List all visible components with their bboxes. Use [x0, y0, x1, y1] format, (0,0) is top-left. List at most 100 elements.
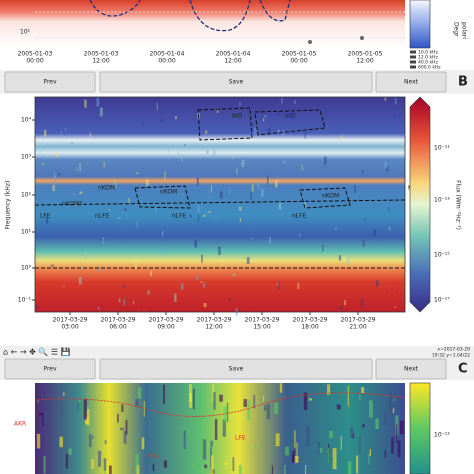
texture: [394, 306, 397, 308]
texture: [63, 284, 65, 287]
y-tick-label: 10¹: [20, 29, 31, 36]
button[interactable]: [4, 358, 96, 380]
annotation: nLFE: [95, 213, 110, 220]
y-tick-label: 10²: [21, 192, 32, 199]
texture: [264, 115, 267, 118]
button[interactable]: [4, 71, 96, 93]
texture: [395, 428, 398, 435]
texture: [163, 460, 168, 468]
texture: [184, 144, 186, 146]
button-label[interactable]: Save: [229, 366, 244, 373]
contour: [34, 392, 406, 417]
texture: [97, 450, 102, 467]
texture: [214, 419, 218, 440]
texture: [294, 100, 296, 104]
texture: [283, 160, 286, 164]
contour: [89, 0, 291, 32]
texture: [132, 147, 135, 150]
texture: [81, 252, 85, 254]
texture: [219, 191, 223, 199]
texture: [294, 430, 296, 448]
texture: [45, 217, 49, 224]
texture: [92, 435, 94, 439]
texture: [238, 206, 242, 211]
texture: [285, 446, 289, 456]
toolbar-icons[interactable]: ⌂ ← → ✥ 🔍 ☰ 💾: [3, 347, 71, 357]
texture: [78, 277, 82, 285]
button-label[interactable]: Next: [404, 79, 419, 86]
button-label[interactable]: Save: [229, 79, 244, 86]
texture: [253, 394, 256, 409]
button[interactable]: [99, 71, 373, 93]
texture: [202, 439, 207, 460]
panel-label: C: [458, 362, 468, 377]
texture: [212, 383, 214, 403]
texture: [97, 306, 100, 310]
texture: [141, 437, 145, 450]
texture: [229, 297, 231, 302]
texture: [201, 254, 203, 263]
spectrogram-a: [0, 0, 405, 48]
annotation: LFE: [235, 435, 246, 442]
texture: [298, 233, 301, 238]
texture: [61, 402, 63, 415]
texture: [123, 299, 125, 306]
texture: [196, 275, 199, 281]
texture: [275, 433, 280, 447]
texture: [397, 440, 401, 458]
button[interactable]: [375, 358, 447, 380]
texture: [204, 464, 208, 469]
button-label[interactable]: Next: [404, 366, 419, 373]
texture: [203, 302, 207, 308]
texture: [339, 306, 343, 310]
texture: [142, 123, 145, 126]
texture: [50, 264, 54, 267]
texture: [215, 216, 217, 220]
texture: [133, 300, 135, 305]
texture: [390, 267, 394, 270]
texture: [155, 205, 157, 212]
x-tick-label: 2017-03-29: [245, 317, 280, 324]
texture: [304, 131, 306, 139]
colorbar-tick-label: 10⁻¹³: [434, 197, 450, 204]
texture: [156, 102, 158, 110]
y-tick-label: 10³: [21, 154, 32, 161]
texture: [136, 172, 139, 175]
texture: [81, 265, 84, 270]
texture: [152, 463, 155, 472]
x-tick-label: 21:00: [349, 324, 366, 331]
texture: [239, 217, 242, 222]
texture: [134, 260, 138, 270]
button[interactable]: [99, 358, 373, 380]
texture: [39, 412, 43, 416]
x-tick-label: 2005-01-03: [18, 51, 53, 58]
texture: [53, 171, 56, 181]
texture: [269, 236, 271, 244]
texture: [63, 392, 65, 396]
texture: [392, 114, 396, 117]
button[interactable]: [375, 71, 447, 93]
button-label[interactable]: Prev: [43, 79, 57, 86]
x-tick-label: 09:00: [157, 324, 174, 331]
texture: [322, 244, 324, 252]
texture: [85, 416, 89, 425]
texture: [282, 130, 285, 136]
texture: [391, 287, 393, 290]
texture: [104, 467, 107, 474]
texture: [271, 465, 274, 474]
contour: [34, 107, 406, 269]
texture: [296, 442, 298, 462]
texture: [327, 447, 329, 463]
texture: [59, 436, 64, 448]
texture: [174, 116, 177, 120]
texture: [96, 97, 100, 107]
texture: [369, 449, 372, 457]
texture: [274, 402, 279, 415]
y-tick-label: 10¹: [21, 229, 32, 236]
button-label[interactable]: Prev: [43, 366, 57, 373]
colorbar-label: polari: [461, 22, 468, 39]
texture: [291, 454, 294, 463]
texture: [43, 456, 46, 474]
colorbar-label: Flux (Wm⁻²Hz⁻¹): [455, 180, 462, 230]
